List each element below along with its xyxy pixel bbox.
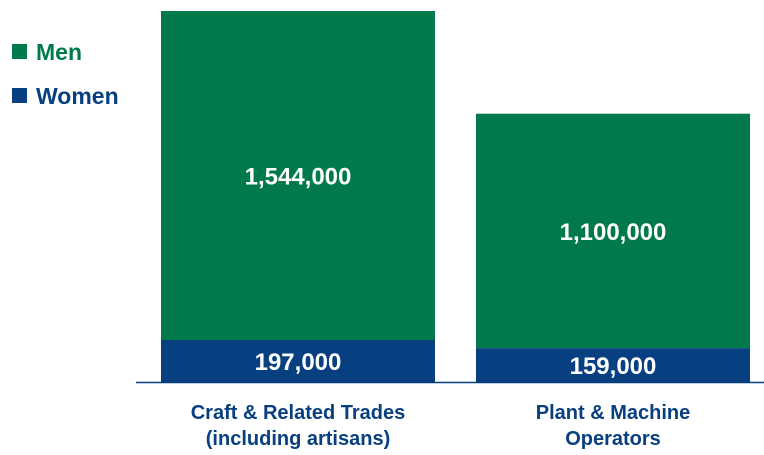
bar-men-1 xyxy=(161,11,435,341)
bar-women-1 xyxy=(161,340,435,382)
data-label-men-2: 1,100,000 xyxy=(560,219,667,246)
legend-swatch-women xyxy=(12,88,27,103)
data-label-men-1: 1,544,000 xyxy=(245,164,352,191)
data-label-women-1: 197,000 xyxy=(255,349,342,376)
category-label-2-line-1: Plant & Machine xyxy=(536,402,690,424)
category-label-2-line-2: Operators xyxy=(565,428,661,450)
legend-label-men: Men xyxy=(36,39,82,65)
bars: 197,000 1,544,000 159,000 1,100,000 xyxy=(161,11,750,382)
category-labels: Craft & Related Trades (including artisan… xyxy=(191,402,691,450)
bar-men-2 xyxy=(476,113,750,349)
bar-women-2 xyxy=(476,348,750,382)
data-label-women-2: 159,000 xyxy=(570,353,657,380)
category-label-1-line-2: (including artisans) xyxy=(206,428,390,450)
legend-label-women: Women xyxy=(36,83,119,109)
legend-swatch-men xyxy=(12,44,27,59)
legend: Men Women xyxy=(12,39,119,109)
category-label-1-line-1: Craft & Related Trades xyxy=(191,402,406,424)
